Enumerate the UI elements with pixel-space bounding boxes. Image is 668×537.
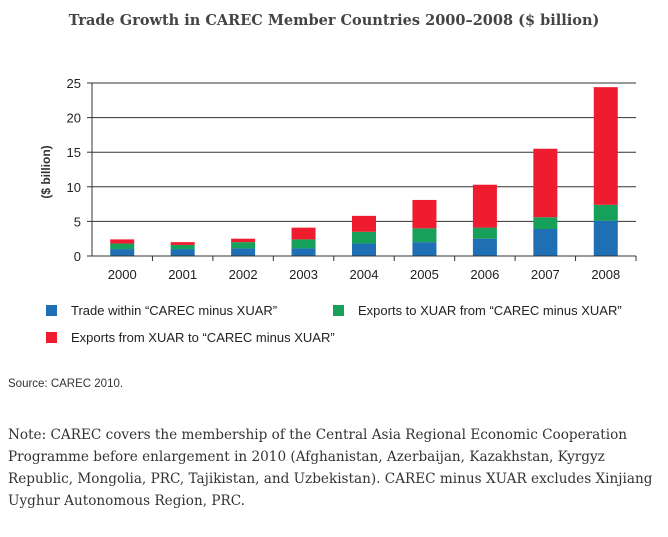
bars (110, 87, 618, 256)
y-tick-label: 15 (67, 145, 81, 160)
x-tick-labels: 2000 2001 2002 2003 2004 2005 2006 2007 2008 (108, 267, 620, 282)
x-tick-label: 2001 (168, 267, 197, 282)
bar-segment-2000-series-0 (110, 249, 135, 256)
legend-swatch-green (333, 305, 344, 316)
bar-segment-2005-series-2 (412, 199, 437, 229)
bar-segment-2000-series-2 (110, 239, 135, 244)
bar-segment-2004-series-1 (352, 231, 376, 244)
bar-segment-2001-series-1 (170, 244, 195, 250)
legend-swatch-blue (46, 305, 57, 316)
x-tick-label: 2005 (410, 267, 439, 282)
y-tick-label: 20 (67, 111, 81, 126)
legend-item-exports-from-xuar: Exports from XUAR to “CAREC minus XUAR” (46, 330, 335, 345)
note-text: Note: CAREC covers the membership of the… (8, 427, 653, 509)
x-tick-label: 2008 (591, 267, 620, 282)
x-tick-label: 2000 (108, 267, 137, 282)
legend-swatch-red (46, 332, 57, 343)
bar-segment-2006-series-2 (472, 184, 497, 228)
bar-segment-2003-series-2 (291, 227, 316, 240)
bar-segment-2007-series-1 (533, 217, 558, 230)
x-tick-label: 2007 (531, 267, 560, 282)
x-tick-label: 2003 (289, 267, 318, 282)
legend-label: Trade within “CAREC minus XUAR” (71, 303, 278, 318)
y-tick-label: 5 (74, 214, 81, 229)
legend-label: Exports from XUAR to “CAREC minus XUAR” (71, 330, 335, 345)
x-tick-label: 2004 (350, 267, 379, 282)
bar-segment-2006-series-0 (472, 238, 497, 256)
bar-segment-2008-series-2 (593, 87, 618, 205)
x-tick-label: 2006 (470, 267, 499, 282)
x-tick-label: 2002 (229, 267, 258, 282)
y-tick-labels: 0 5 10 15 20 25 (67, 76, 81, 264)
bar-segment-2005-series-0 (412, 242, 437, 256)
y-tick-label: 10 (67, 180, 81, 195)
legend-label: Exports to XUAR from “CAREC minus XUAR” (358, 303, 622, 318)
bar-segment-2002-series-0 (231, 248, 256, 256)
chart-title: Trade Growth in CAREC Member Countries 2… (68, 12, 600, 29)
bar-segment-2001-series-2 (170, 242, 195, 245)
bar-segment-2000-series-1 (110, 243, 135, 250)
bar-segment-2003-series-0 (291, 248, 316, 256)
bar-segment-2006-series-1 (472, 227, 497, 239)
bar-segment-2003-series-1 (291, 239, 316, 249)
bar-segment-2004-series-0 (352, 243, 376, 256)
bar-segment-2001-series-0 (170, 249, 195, 256)
bar-segment-2002-series-1 (231, 242, 256, 249)
source-text: Source: CAREC 2010. (8, 378, 124, 390)
bar-segment-2008-series-0 (593, 220, 618, 256)
legend-item-exports-to-xuar: Exports to XUAR from “CAREC minus XUAR” (333, 303, 622, 318)
bar-segment-2002-series-2 (231, 238, 256, 243)
bar-segment-2005-series-1 (412, 228, 437, 243)
bar-segment-2004-series-2 (352, 215, 376, 232)
bar-segment-2008-series-1 (593, 204, 618, 221)
bar-segment-2007-series-2 (533, 148, 558, 218)
y-axis-label: ($ billion) (39, 145, 53, 198)
y-tick-label: 25 (67, 76, 81, 91)
bar-segment-2007-series-0 (533, 229, 558, 256)
y-tick-label: 0 (74, 249, 81, 264)
legend-item-trade-within: Trade within “CAREC minus XUAR” (46, 303, 277, 318)
axes (87, 82, 637, 261)
